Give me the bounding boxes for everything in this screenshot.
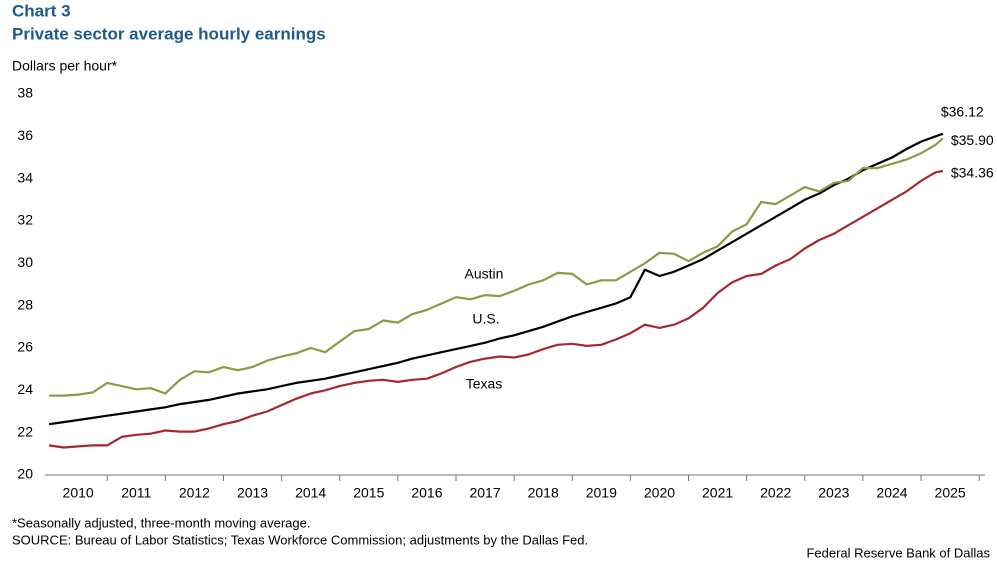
y-tick-label: 24 bbox=[17, 381, 33, 397]
x-tick-label: 2014 bbox=[295, 485, 326, 501]
y-tick-label: 32 bbox=[17, 212, 33, 228]
x-tick-label: 2018 bbox=[528, 485, 559, 501]
x-tick-label: 2019 bbox=[586, 485, 617, 501]
x-tick-label: 2021 bbox=[702, 485, 733, 501]
x-tick-label: 2012 bbox=[179, 485, 210, 501]
end-label: $34.36 bbox=[951, 165, 994, 181]
line-series bbox=[49, 137, 944, 397]
series-label: Austin bbox=[465, 266, 504, 282]
y-tick-label: 26 bbox=[17, 339, 33, 355]
y-tick-label: 36 bbox=[17, 127, 33, 143]
x-tick-label: 2024 bbox=[876, 485, 907, 501]
chart-subtitle: Private sector average hourly earnings bbox=[12, 24, 326, 43]
x-tick-label: 2013 bbox=[237, 485, 268, 501]
x-tick-label: 2015 bbox=[353, 485, 384, 501]
chart-title: Chart 3 bbox=[12, 1, 71, 20]
x-tick-label: 2025 bbox=[935, 485, 966, 501]
x-tick-label: 2023 bbox=[818, 485, 849, 501]
x-tick-label: 2022 bbox=[760, 485, 791, 501]
line-series bbox=[48, 169, 944, 449]
y-axis-label: Dollars per hour* bbox=[12, 58, 118, 74]
x-tick-label: 2011 bbox=[121, 485, 151, 501]
x-tick-label: 2010 bbox=[63, 485, 94, 501]
line-series bbox=[48, 132, 944, 426]
y-tick-label: 22 bbox=[17, 423, 33, 439]
series-label: U.S. bbox=[472, 311, 499, 327]
end-label: $35.90 bbox=[951, 132, 994, 148]
footnote: *Seasonally adjusted, three-month moving… bbox=[12, 515, 310, 530]
y-tick-label: 20 bbox=[17, 466, 33, 482]
y-tick-label: 34 bbox=[17, 169, 33, 185]
credit: Federal Reserve Bank of Dallas bbox=[806, 545, 990, 560]
y-tick-label: 28 bbox=[17, 296, 33, 312]
end-label: $36.12 bbox=[941, 103, 984, 119]
x-tick-label: 2016 bbox=[411, 485, 442, 501]
series-label: Texas bbox=[466, 376, 503, 392]
source: SOURCE: Bureau of Labor Statistics; Texa… bbox=[12, 532, 588, 547]
x-tick-label: 2017 bbox=[469, 485, 500, 501]
y-tick-label: 30 bbox=[17, 254, 33, 270]
y-tick-label: 38 bbox=[17, 85, 33, 101]
x-tick-label: 2020 bbox=[644, 485, 675, 501]
